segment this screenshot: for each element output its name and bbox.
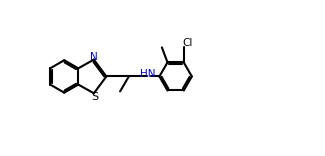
Text: Cl: Cl — [183, 38, 193, 48]
Text: S: S — [92, 92, 99, 102]
Text: N: N — [90, 52, 97, 62]
Text: HN: HN — [140, 69, 155, 79]
